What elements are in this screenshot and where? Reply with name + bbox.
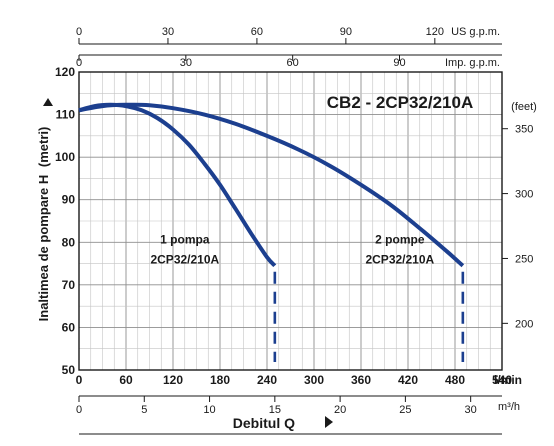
m3h-tick-label: 0 <box>76 404 82 416</box>
x-axis-arrow-icon <box>325 416 333 428</box>
chart-title: CB2 - 2CP32/210A <box>327 93 473 112</box>
y-tick-label: 110 <box>56 108 76 122</box>
series-group: 1 pompa 2CP32/210A 2 pompe 2CP32/210A <box>78 102 465 362</box>
feet-tick-label: 250 <box>515 253 533 265</box>
us-gpm-tick-label: 60 <box>251 26 263 38</box>
y-tick-label: 120 <box>55 65 75 79</box>
plot-border <box>78 71 503 371</box>
x-tick-label: 240 <box>257 373 277 387</box>
top-axes: 0 30 60 90 120 US g.p.m. 0 30 60 90 Imp. g.p.m. <box>76 26 502 69</box>
y-tick-label: 80 <box>62 235 76 249</box>
y-axis-label: Inaltimea de pompare H (metri) <box>36 127 51 322</box>
series-label-line: 2 pompe <box>375 233 425 247</box>
y-tick-label: 70 <box>62 278 76 292</box>
m3h-tick-label: 15 <box>269 404 281 416</box>
series-label-2: 2 pompe 2CP32/210A <box>365 233 434 267</box>
y-tick-label: 100 <box>55 150 75 164</box>
imp-gpm-tick-label: 90 <box>393 57 405 69</box>
feet-tick-label: 200 <box>515 318 533 330</box>
x-tick-label: 120 <box>163 373 183 387</box>
grid <box>78 71 503 371</box>
us-gpm-tick-label: 30 <box>162 26 174 38</box>
y-axis-label-text: Inaltimea de pompare H <box>36 175 51 322</box>
y-axis-label-group: Inaltimea de pompare H (metri) <box>36 98 53 321</box>
series-line-2 <box>78 102 465 268</box>
x-tick-label: 360 <box>351 373 371 387</box>
us-gpm-tick-label: 90 <box>340 26 352 38</box>
x-tick-label: 540 <box>492 373 512 387</box>
m3h-tick-label: 30 <box>465 404 477 416</box>
imp-gpm-tick-label: 0 <box>76 57 82 69</box>
x-tick-label: 300 <box>304 373 324 387</box>
imp-gpm-tick-label: 60 <box>287 57 299 69</box>
m3h-tick-label: 10 <box>203 404 215 416</box>
x-tick-label: 60 <box>119 373 133 387</box>
y-tick-label: 90 <box>62 193 76 207</box>
y-tick-label: 60 <box>62 320 76 334</box>
y-tick-label: 50 <box>62 363 76 377</box>
left-axis: 50 60 70 80 90 100 110 120 <box>55 65 75 377</box>
x-tick-label: 420 <box>398 373 418 387</box>
m3h-tick-label: 20 <box>334 404 346 416</box>
x-axis-label: Debitul Q <box>233 415 295 431</box>
x-tick-label: 480 <box>445 373 465 387</box>
m3h-unit: m³/h <box>498 401 520 413</box>
right-axis: 200 250 300 350 <box>502 124 533 330</box>
series-label-1: 1 pompa 2CP32/210A <box>150 233 219 267</box>
series-label-line: 1 pompa <box>160 233 210 247</box>
plot-frame <box>78 71 503 371</box>
imp-gpm-tick-label: 30 <box>180 57 192 69</box>
us-gpm-tick-label: 120 <box>426 26 444 38</box>
us-gpm-tick-label: 0 <box>76 26 82 38</box>
m3h-tick-label: 5 <box>141 404 147 416</box>
x-tick-label: 0 <box>76 373 83 387</box>
m3h-tick-label: 25 <box>399 404 411 416</box>
series-label-line: 2CP32/210A <box>150 253 219 267</box>
imp-gpm-unit: Imp. g.p.m. <box>445 57 500 69</box>
us-gpm-unit: US g.p.m. <box>451 26 500 38</box>
series-label-line: 2CP32/210A <box>365 253 434 267</box>
x-tick-label: 180 <box>210 373 230 387</box>
y-axis-unit-text: (metri) <box>36 127 51 167</box>
x-unit-label: l/min <box>494 373 522 387</box>
feet-tick-label: 350 <box>515 124 533 136</box>
x-axis-label-group: Debitul Q <box>233 415 333 431</box>
right-axis-unit: (feet) <box>511 101 537 113</box>
feet-tick-label: 300 <box>515 189 533 201</box>
y-axis-arrow-icon <box>43 98 53 106</box>
